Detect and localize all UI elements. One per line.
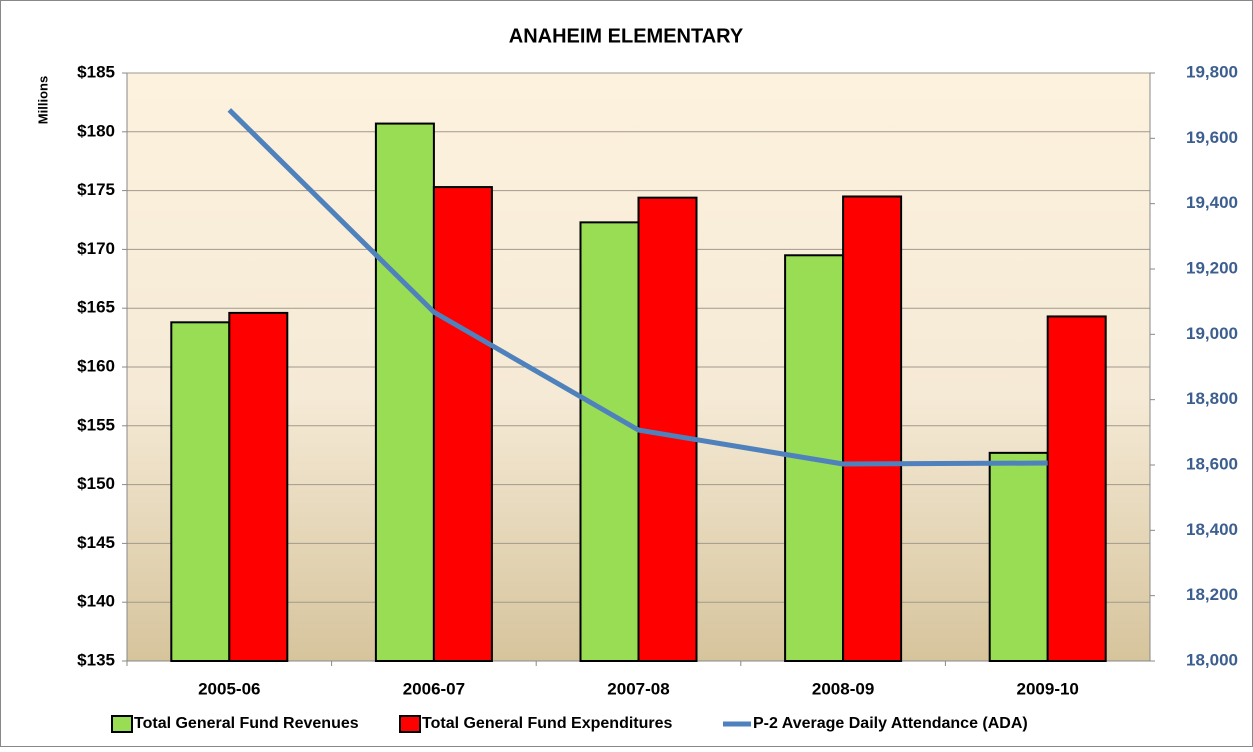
y2-tick-label: 19,600 (1186, 128, 1238, 147)
y2-tick-label: 19,800 (1186, 62, 1238, 81)
x-tick-label: 2006-07 (403, 679, 465, 698)
y-tick-label: $155 (77, 415, 115, 434)
y-tick-label: $145 (77, 533, 115, 552)
y-tick-label: $140 (77, 592, 115, 611)
bar (228, 311, 289, 662)
legend-swatch (111, 715, 133, 733)
y-tick-label: $165 (77, 298, 115, 317)
legend-label: Total General Fund Revenues (134, 715, 359, 732)
y-tick-label: $180 (77, 121, 115, 140)
y2-tick-label: 18,000 (1186, 650, 1238, 669)
y2-tick-label: 18,400 (1186, 520, 1238, 539)
y-tick-label: $135 (77, 650, 115, 669)
y2-tick-label: 19,000 (1186, 324, 1238, 343)
x-tick-label: 2007-08 (607, 679, 669, 698)
y2-tick-label: 18,600 (1186, 454, 1238, 473)
bar (432, 186, 493, 663)
line (227, 108, 1048, 467)
y-tick-label: $185 (77, 62, 115, 81)
chart-title: ANAHEIM ELEMENTARY (509, 25, 744, 47)
legend-label: P-2 Average Daily Attendance (ADA) (753, 715, 1028, 732)
bar (579, 221, 640, 663)
x-tick-label: 2009-10 (1017, 679, 1079, 698)
y-tick-label: $175 (77, 180, 115, 199)
y2-tick-label: 18,200 (1186, 585, 1238, 604)
bar (374, 122, 435, 663)
legend-label: Total General Fund Expenditures (422, 715, 673, 732)
bar (1046, 315, 1107, 662)
y2-tick-label: 19,400 (1186, 193, 1238, 212)
legend-swatch (399, 715, 421, 733)
bar (170, 321, 231, 662)
y-axis-label: Millions (35, 76, 50, 124)
bar (842, 195, 903, 662)
y-tick-label: $160 (77, 356, 115, 375)
bar (988, 451, 1049, 662)
y2-tick-label: 18,800 (1186, 389, 1238, 408)
x-tick-label: 2005-06 (198, 679, 260, 698)
x-tick-label: 2008-09 (812, 679, 874, 698)
y2-tick-label: 19,200 (1186, 258, 1238, 277)
y-tick-label: $170 (77, 239, 115, 258)
y-tick-label: $150 (77, 474, 115, 493)
